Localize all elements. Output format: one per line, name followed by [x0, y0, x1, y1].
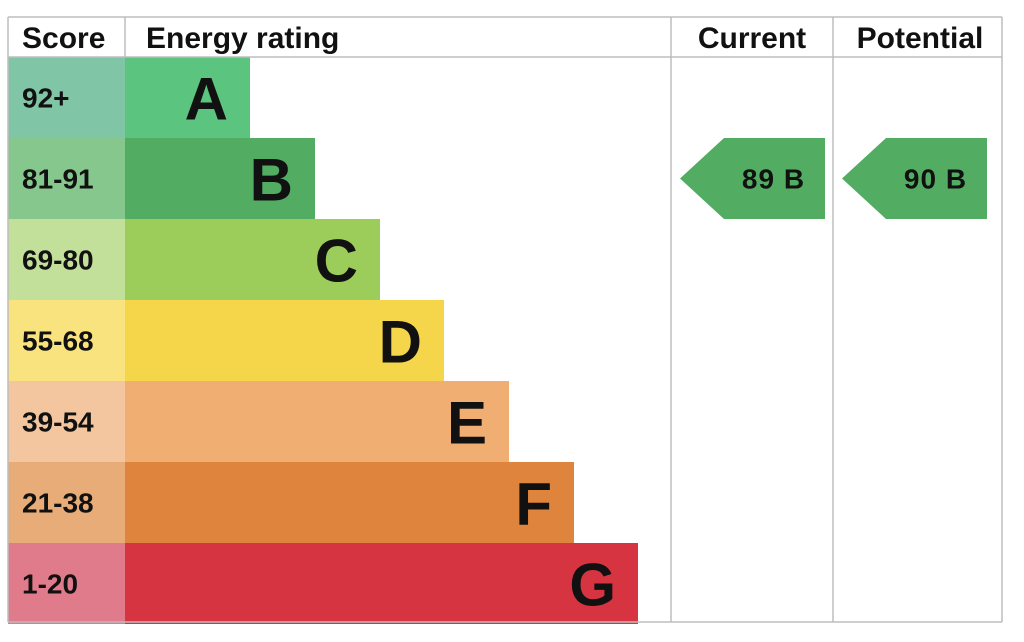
band-row-f: 21-38 F: [8, 462, 574, 543]
band-letter-a: A: [185, 66, 228, 133]
score-label-c: 69-80: [22, 245, 94, 276]
score-cell-f: [8, 462, 125, 543]
score-label-g: 1-20: [22, 569, 78, 600]
band-letter-f: F: [515, 471, 552, 538]
band-bar-c: [125, 219, 380, 300]
potential-rating-arrow-shape: [842, 138, 987, 219]
score-label-d: 55-68: [22, 326, 94, 357]
score-label-e: 39-54: [22, 407, 94, 438]
current-rating-arrow-label: 89 B: [742, 164, 805, 195]
band-bar-g: [125, 543, 638, 624]
score-label-f: 21-38: [22, 488, 94, 519]
table-grid: [7, 16, 1003, 623]
current-header: Current: [698, 22, 806, 55]
potential-header: Potential: [857, 22, 984, 55]
score-label-b: 81-91: [22, 164, 94, 195]
energy-rating-header: Energy rating: [146, 22, 339, 55]
score-cell-d: [8, 300, 125, 381]
band-bar-a: [125, 57, 250, 138]
potential-rating-arrow: 90 B: [842, 138, 987, 219]
score-header: Score: [22, 22, 105, 55]
current-rating-arrow-shape: [680, 138, 825, 219]
rating-bands: 92+ A 81-91 B 69-80 C 55-68 D 39-54 E 21-38 F 1-20 G: [8, 57, 638, 624]
score-cell-b: [8, 138, 125, 219]
band-row-b: 81-91 B: [8, 138, 315, 219]
score-cell-g: [8, 543, 125, 624]
band-letter-c: C: [315, 228, 358, 295]
score-cell-e: [8, 381, 125, 462]
band-row-a: 92+ A: [8, 57, 250, 138]
band-row-d: 55-68 D: [8, 300, 444, 381]
score-cell-c: [8, 219, 125, 300]
band-letter-b: B: [250, 147, 293, 214]
current-rating-arrow: 89 B: [680, 138, 825, 219]
band-row-c: 69-80 C: [8, 219, 380, 300]
score-cell-a: [8, 57, 125, 138]
band-bar-e: [125, 381, 509, 462]
band-row-e: 39-54 E: [8, 381, 509, 462]
band-letter-d: D: [379, 309, 422, 376]
band-row-g: 1-20 G: [8, 543, 638, 624]
band-bar-d: [125, 300, 444, 381]
band-letter-g: G: [569, 552, 616, 619]
potential-rating-arrow-label: 90 B: [904, 164, 967, 195]
band-letter-e: E: [447, 390, 487, 457]
band-bar-b: [125, 138, 315, 219]
band-bar-f: [125, 462, 574, 543]
rating-arrows: 89 B 90 B: [680, 138, 987, 219]
score-label-a: 92+: [22, 83, 70, 114]
